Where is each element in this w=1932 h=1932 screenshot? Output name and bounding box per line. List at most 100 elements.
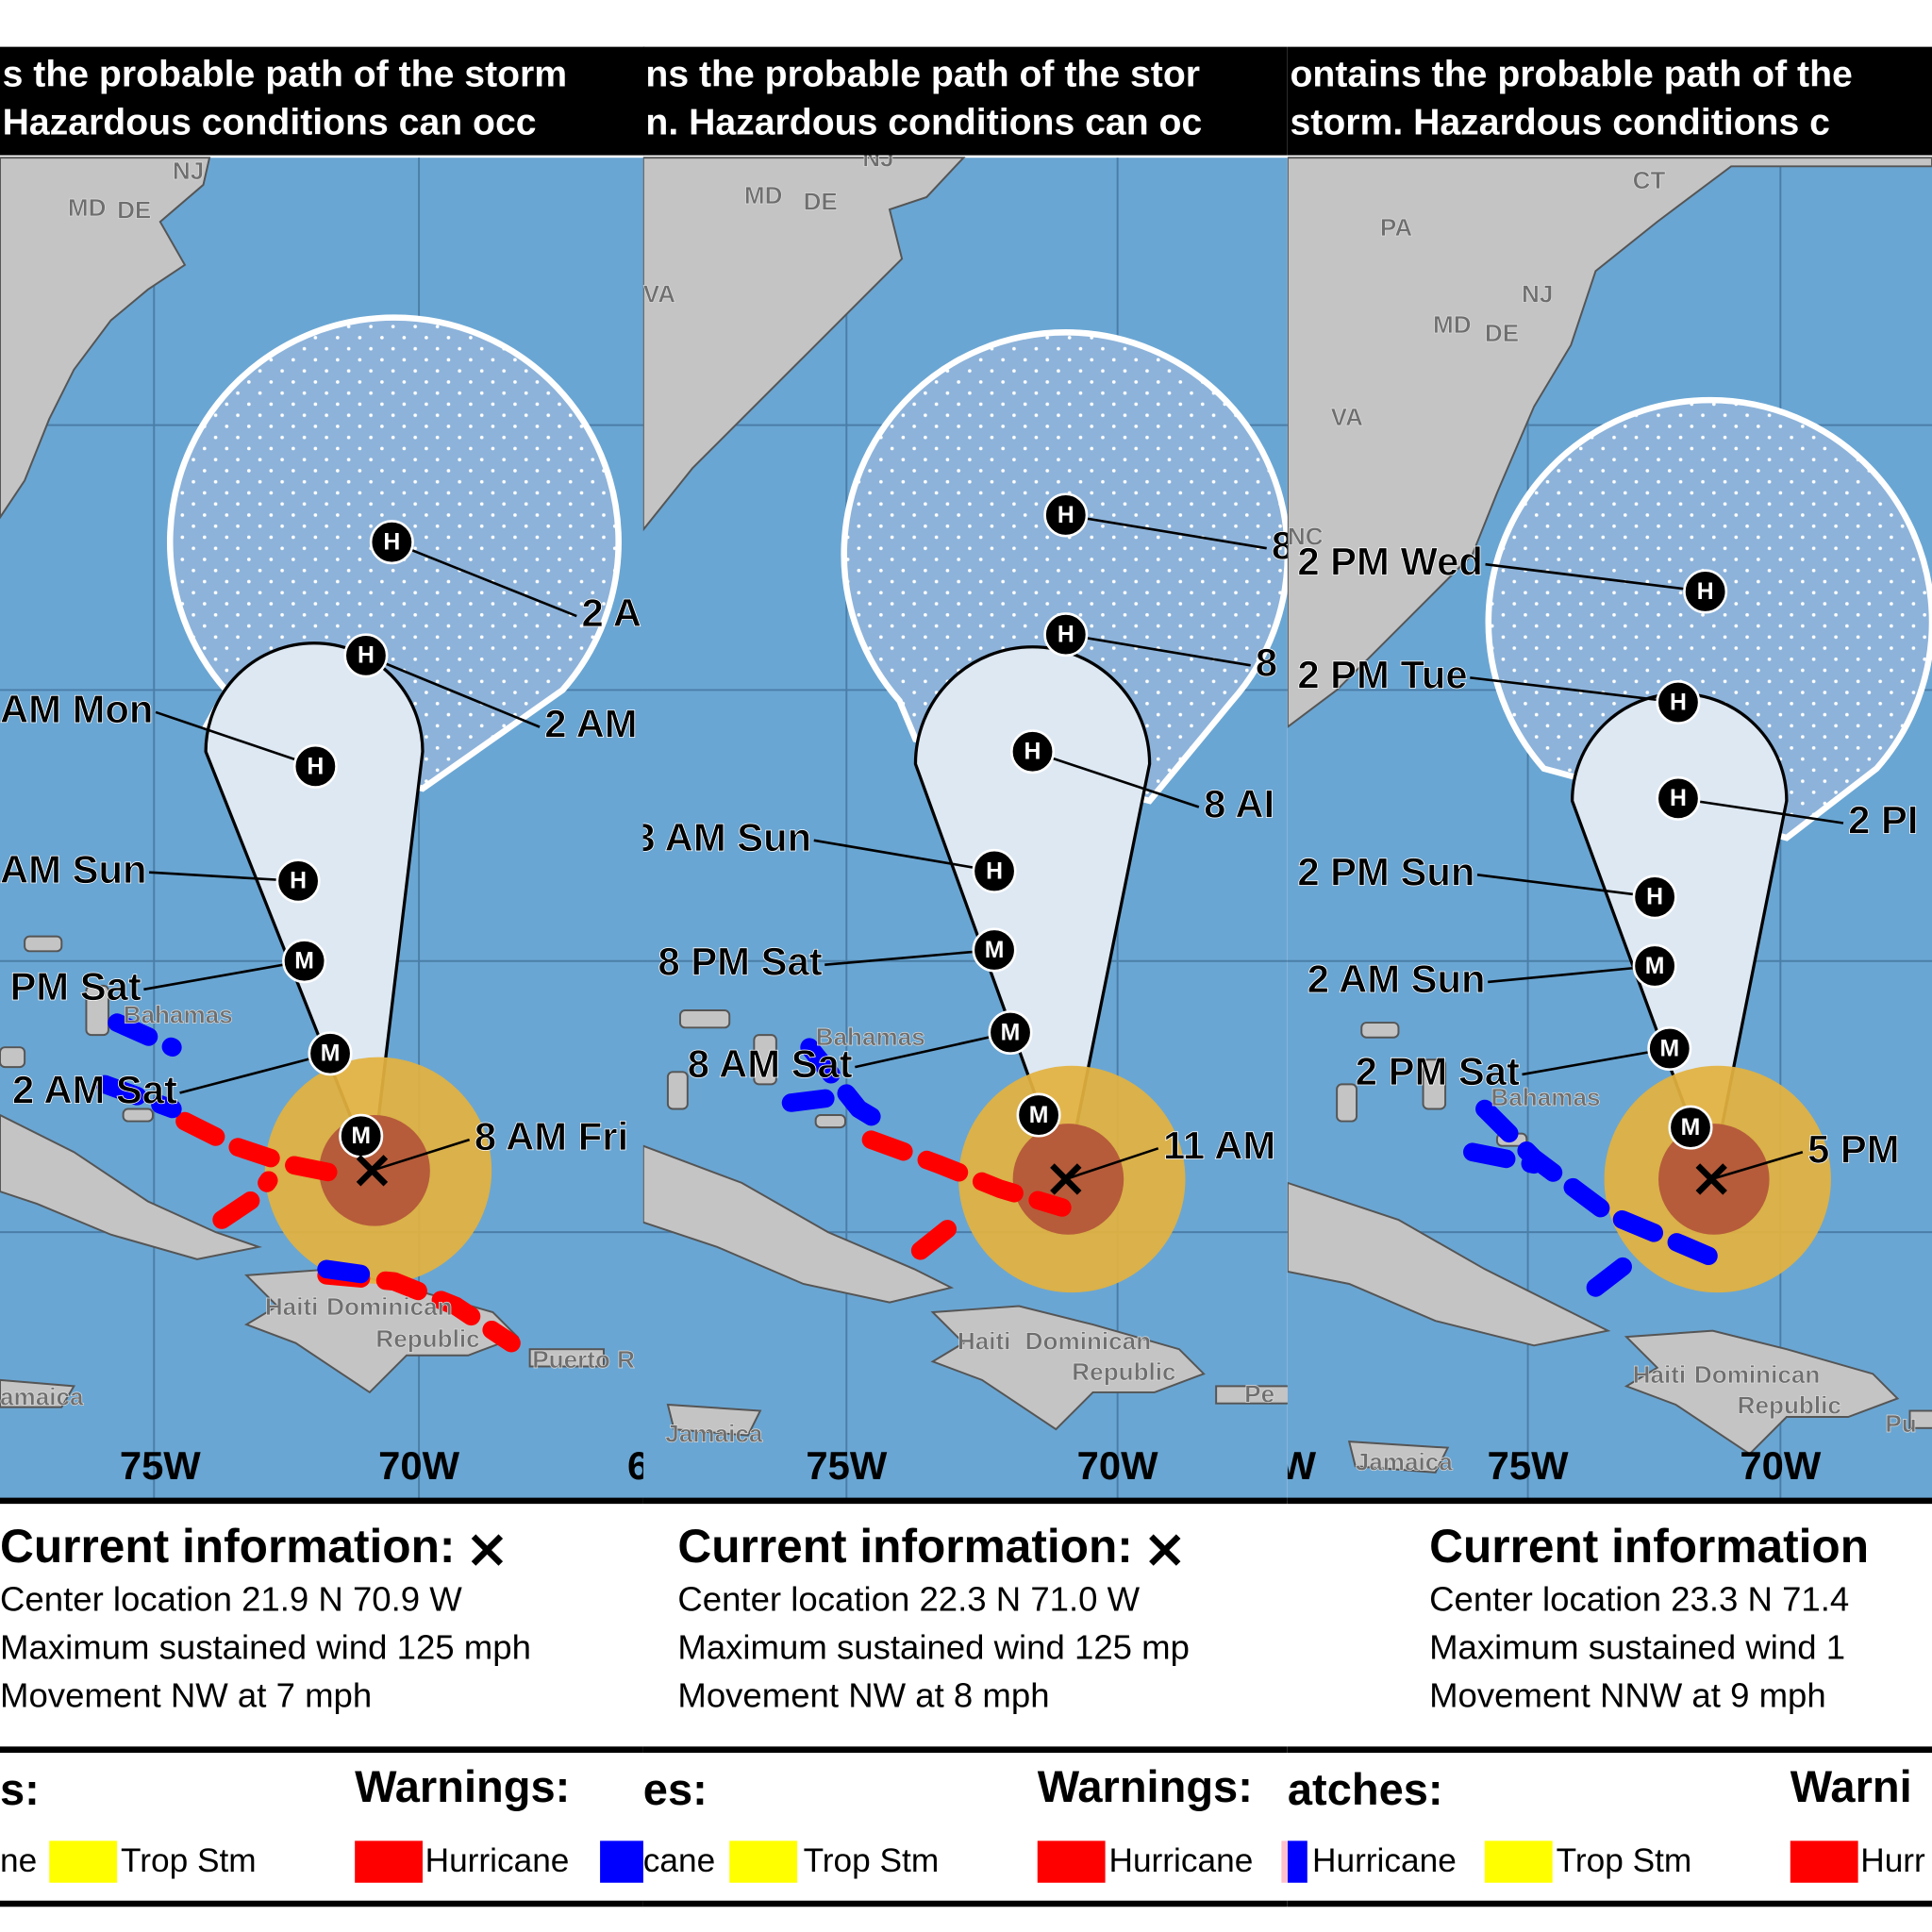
axis-label: 70W	[1740, 1443, 1821, 1488]
warning	[1586, 1257, 1632, 1297]
forecast-label: 8 AM Fri	[475, 1114, 628, 1158]
land	[1347, 1441, 1450, 1474]
place-label: Bahamas	[124, 1000, 233, 1028]
center-x	[356, 1155, 389, 1187]
forecast-point-letter: H	[1024, 740, 1041, 765]
land	[1422, 1058, 1447, 1110]
land	[642, 157, 966, 532]
legend-label: Hurricane	[1109, 1842, 1254, 1879]
info-title: Current information	[1429, 1520, 1869, 1573]
leader-line	[1065, 513, 1267, 550]
axis-label: W	[1279, 1443, 1317, 1488]
place-label: MD	[68, 193, 107, 222]
forecast-point	[1683, 569, 1728, 614]
header-band	[642, 46, 1288, 156]
header-text: ns the probable path of the stor	[645, 54, 1200, 94]
leaders	[813, 513, 1267, 1181]
header-text: ontains the probable path of the	[1291, 54, 1853, 94]
legend-label: Trop Stm	[1557, 1842, 1692, 1879]
place-label: Dominican	[326, 1292, 452, 1321]
forecast-point	[972, 848, 1017, 893]
place-label: MD	[1433, 310, 1472, 339]
info-x-icon	[1149, 1534, 1181, 1566]
place-label: NJ	[173, 157, 204, 185]
watches-title: s:	[0, 1764, 40, 1814]
forecast-point-letter: H	[1697, 579, 1714, 605]
land	[24, 935, 63, 953]
info-line: Center location 22.3 N 71.0 W	[677, 1580, 1140, 1619]
land	[666, 1403, 762, 1437]
info-line: Maximum sustained wind 1	[1429, 1628, 1845, 1667]
forecast-label: 2 PM Tue	[1297, 652, 1467, 696]
legend-label: Hurr	[1860, 1842, 1925, 1879]
land	[1336, 1083, 1358, 1123]
land	[814, 1114, 846, 1129]
forecast-point	[1632, 943, 1677, 989]
forecast-point	[1043, 612, 1089, 658]
forecast-point-letter: H	[986, 858, 1003, 884]
forecast-point	[1656, 679, 1701, 724]
info-line: Maximum sustained wind 125 mph	[0, 1628, 531, 1667]
forecast-point-letter: M	[1645, 954, 1665, 979]
header-band	[0, 46, 645, 156]
place-label: Jamaica	[1356, 1448, 1454, 1476]
forecast-point	[972, 927, 1017, 973]
legend-label: ne	[0, 1842, 37, 1879]
land	[642, 1144, 955, 1304]
header-text: n. Hazardous conditions can oc	[645, 102, 1202, 142]
axis-label: 6	[627, 1443, 649, 1488]
leader-line	[1476, 874, 1656, 899]
place-label: VA	[643, 279, 675, 308]
warnings-title: Warni	[1790, 1761, 1912, 1811]
forecast-label: 2 A	[581, 591, 641, 635]
forecast-label: 2 AM Sat	[12, 1068, 177, 1112]
land	[1287, 157, 1932, 728]
info-x-icon	[471, 1534, 504, 1566]
axis-label: 75W	[806, 1443, 887, 1488]
warning	[800, 1038, 899, 1137]
legend-label: Trop Stm	[804, 1842, 940, 1879]
info-line: Center location 23.3 N 71.4	[1429, 1580, 1849, 1619]
land	[0, 1378, 76, 1408]
forecast-point	[282, 939, 327, 984]
forecast-label: AM Sun	[0, 847, 147, 891]
forecast-point-letter: M	[1029, 1103, 1049, 1128]
warning	[781, 1087, 850, 1112]
legend-label: Trop Stm	[121, 1842, 257, 1879]
warning	[1463, 1142, 1543, 1174]
land	[753, 1034, 777, 1086]
warning	[861, 1130, 1072, 1217]
leader-line	[813, 839, 995, 873]
warning	[175, 1111, 361, 1187]
leader-line	[1488, 964, 1656, 984]
info-line: Maximum sustained wind 125 mp	[677, 1628, 1190, 1667]
land	[122, 1108, 154, 1123]
leader-line	[1065, 633, 1251, 667]
leader-line	[155, 710, 316, 768]
warning	[1475, 1099, 1735, 1273]
place-label: Dominican	[1025, 1327, 1151, 1356]
forecast-point	[1043, 492, 1089, 538]
leaders	[1470, 562, 1844, 1181]
panel: 2 PM Wed 2 PM Tue 2 PI 2 PM Sun 2 AM Sun 2 PM…	[1279, 46, 1932, 1932]
forecast-label: 8 AM Sat	[688, 1041, 853, 1086]
watches-title: es:	[643, 1764, 708, 1814]
panel: 2 A 2 AM AM Mon AM Sun PM Sat 2 AM Sat 8 AM Fr…	[0, 46, 649, 1932]
forecast-label: PM Sat	[9, 964, 141, 1008]
leader-line	[149, 871, 299, 883]
legend-swatch	[49, 1840, 118, 1883]
info-title: Current information:	[677, 1520, 1132, 1573]
forecast-point-letter: M	[985, 938, 1005, 963]
forecast-point	[369, 520, 414, 565]
warning	[910, 1204, 967, 1260]
forecast-point	[1016, 1092, 1061, 1138]
forecast-label: 2 PM Sun	[1297, 849, 1474, 893]
forecast-point	[308, 1031, 353, 1076]
legend-swatch	[355, 1840, 423, 1883]
forecast-point-letter: H	[1058, 623, 1074, 648]
leader-line	[1522, 1047, 1671, 1076]
leader-line	[143, 959, 305, 991]
forecast-point	[292, 743, 338, 789]
place-label: Republic	[375, 1324, 479, 1353]
